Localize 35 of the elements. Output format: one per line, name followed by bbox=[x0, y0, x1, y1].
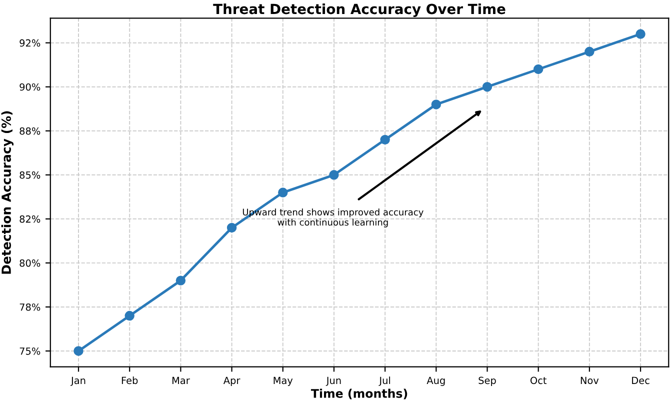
x-tick-label: Dec bbox=[632, 376, 650, 384]
point bbox=[226, 222, 237, 233]
point bbox=[278, 188, 288, 198]
point bbox=[482, 82, 492, 92]
x-tick-label: Sep bbox=[478, 376, 496, 386]
point bbox=[584, 46, 594, 56]
y-tick-label: 92% bbox=[20, 39, 40, 47]
y-tick-label: 85% bbox=[20, 171, 40, 179]
x-tick-label: Jun bbox=[326, 376, 341, 386]
y-tick-label: 90% bbox=[20, 83, 40, 91]
x-tick-label: Oct bbox=[530, 376, 547, 384]
x-tick-label: Nov bbox=[580, 376, 599, 384]
point bbox=[176, 276, 186, 286]
x-tick-label: Aug bbox=[426, 376, 445, 386]
x-tick-label: Apr bbox=[223, 376, 240, 386]
x-tick-label: Feb bbox=[122, 376, 138, 384]
chart-title: Threat Detection Accuracy Over Time bbox=[213, 3, 506, 18]
y-tick-label: 88% bbox=[20, 127, 40, 135]
point bbox=[124, 310, 134, 321]
y-axis-title: Detection Accuracy (%) bbox=[1, 111, 14, 274]
x-tick-label: May bbox=[274, 376, 293, 386]
x-tick-label: Mar bbox=[172, 376, 190, 384]
point bbox=[74, 346, 84, 356]
y-tick-label: 78% bbox=[20, 303, 40, 311]
x-axis-title: Time (months) bbox=[310, 388, 408, 400]
point bbox=[533, 64, 544, 74]
x-tick-label: Jan bbox=[70, 376, 86, 386]
x-tick-label: Jul bbox=[378, 376, 390, 386]
point bbox=[636, 29, 646, 39]
y-tick-label: 80% bbox=[20, 259, 40, 267]
point bbox=[380, 134, 390, 145]
y-tick-label: 82% bbox=[20, 215, 40, 223]
y-tick-label: 75% bbox=[20, 347, 40, 355]
point bbox=[431, 100, 442, 110]
point bbox=[329, 170, 339, 180]
